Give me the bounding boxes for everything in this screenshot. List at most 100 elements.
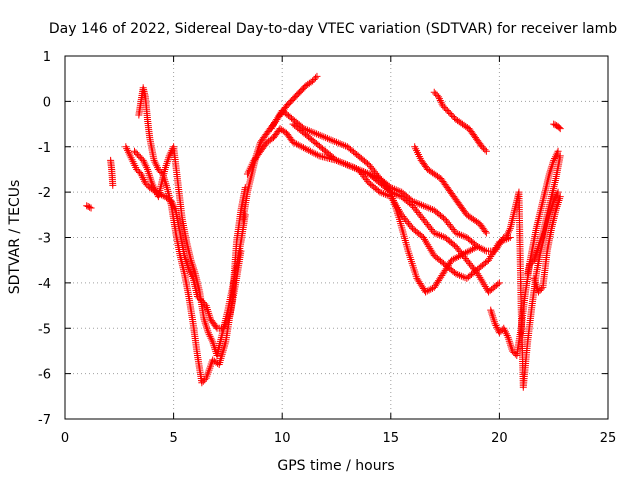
- data-point: [381, 190, 389, 198]
- data-point: [201, 319, 209, 327]
- x-tick-label: 0: [61, 431, 69, 446]
- data-point: [388, 194, 396, 202]
- data-point: [492, 322, 500, 330]
- data-point: [445, 108, 453, 116]
- data-point: [501, 326, 509, 334]
- data-point: [456, 230, 464, 238]
- data-point: [387, 193, 395, 201]
- data-point: [380, 190, 388, 198]
- data-point: [198, 379, 206, 387]
- data-point: [303, 145, 311, 153]
- data-point: [551, 155, 559, 163]
- data-point: [407, 223, 415, 231]
- data-point: [141, 160, 149, 168]
- data-point: [552, 192, 560, 200]
- data-point: [133, 165, 141, 173]
- data-point: [137, 170, 145, 178]
- data-point: [187, 269, 195, 277]
- data-point: [420, 235, 428, 243]
- data-point: [201, 317, 209, 325]
- data-point: [364, 160, 372, 168]
- data-point: [394, 205, 402, 213]
- data-point: [84, 202, 92, 210]
- data-point: [340, 159, 348, 167]
- data-point: [487, 306, 495, 314]
- data-point: [185, 265, 193, 273]
- data-point: [487, 308, 495, 316]
- series-sat-n: [502, 188, 562, 391]
- data-point: [270, 121, 278, 129]
- data-point: [494, 280, 502, 288]
- data-point: [423, 239, 431, 247]
- data-point: [349, 163, 357, 171]
- data-point: [421, 202, 429, 210]
- data-point: [325, 135, 333, 143]
- data-point: [316, 131, 324, 139]
- data-point: [167, 148, 175, 156]
- data-point: [313, 72, 321, 80]
- data-point: [440, 214, 448, 222]
- data-point: [467, 246, 475, 254]
- data-point: [434, 230, 442, 238]
- series-sat-e: [131, 143, 249, 359]
- data-point: [390, 198, 398, 206]
- data-point: [351, 164, 359, 172]
- x-tick-label: 10: [274, 431, 291, 446]
- data-point: [122, 143, 130, 151]
- data-point: [289, 138, 297, 146]
- data-point: [309, 128, 317, 136]
- data-point: [397, 209, 405, 217]
- data-point: [477, 244, 485, 252]
- data-point: [551, 153, 559, 161]
- data-point: [485, 256, 493, 264]
- data-point: [162, 163, 170, 171]
- data-point: [133, 150, 141, 158]
- data-point: [546, 168, 554, 176]
- data-point: [310, 75, 318, 83]
- series-sat-i: [289, 120, 503, 296]
- data-point: [145, 171, 153, 179]
- data-point: [327, 136, 335, 144]
- chart-title: Day 146 of 2022, Sidereal Day-to-day VTE…: [49, 21, 617, 37]
- data-point: [475, 243, 483, 251]
- y-tick-label: -7: [38, 413, 51, 428]
- data-point: [376, 188, 384, 196]
- data-point: [340, 141, 348, 149]
- data-point: [140, 175, 148, 183]
- data-point: [553, 149, 561, 157]
- data-point: [334, 139, 342, 147]
- data-point: [306, 147, 314, 155]
- data-point: [502, 330, 510, 338]
- series-sat-d: [135, 84, 249, 387]
- data-point: [294, 141, 302, 149]
- data-point: [267, 125, 275, 133]
- data-point: [336, 140, 344, 148]
- data-point: [383, 191, 391, 199]
- data-point: [151, 158, 159, 166]
- data-point: [389, 189, 397, 197]
- data-point: [393, 204, 401, 212]
- data-point: [338, 140, 346, 148]
- data-point: [334, 157, 342, 165]
- data-point: [554, 188, 562, 196]
- data-point: [364, 177, 372, 185]
- data-point: [86, 203, 94, 211]
- data-point: [555, 123, 563, 131]
- data-point: [274, 114, 282, 122]
- data-point: [123, 145, 131, 153]
- data-point: [437, 232, 445, 240]
- data-point: [548, 162, 556, 170]
- data-point: [448, 111, 456, 119]
- x-tick-label: 5: [169, 431, 177, 446]
- data-point: [534, 288, 542, 296]
- data-point: [422, 288, 430, 296]
- data-point: [298, 143, 306, 151]
- data-point: [391, 200, 399, 208]
- data-points: [83, 72, 564, 391]
- data-point: [201, 376, 209, 384]
- data-point: [304, 126, 312, 134]
- data-point: [427, 246, 435, 254]
- data-point: [480, 281, 488, 289]
- data-point: [449, 113, 457, 120]
